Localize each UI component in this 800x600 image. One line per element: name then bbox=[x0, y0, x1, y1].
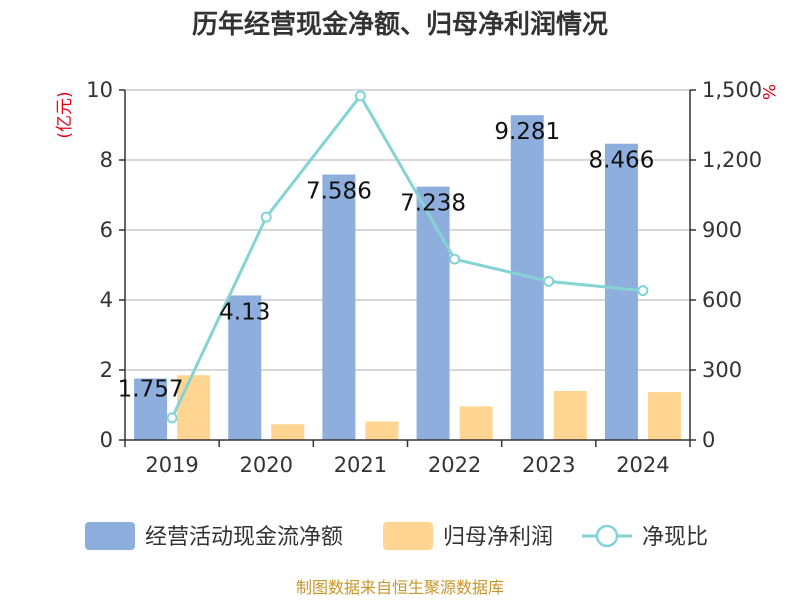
left-axis-tick-label: 8 bbox=[100, 148, 113, 172]
right-axis-tick-label: 900 bbox=[702, 218, 742, 242]
left-axis-tick-label: 0 bbox=[100, 428, 113, 452]
legend-label-ratio: 净现比 bbox=[642, 525, 708, 550]
point-ratio bbox=[543, 275, 555, 287]
legend-swatch-ratio-marker bbox=[595, 524, 619, 548]
legend: 经营活动现金流净额 归母净利润 净现比 bbox=[85, 522, 708, 550]
x-axis-tick-label: 2024 bbox=[616, 453, 669, 477]
chart-title: 历年经营现金净额、归母净利润情况 bbox=[192, 9, 608, 40]
line-ratio bbox=[170, 93, 644, 419]
x-axis-tick-label: 2023 bbox=[522, 453, 575, 477]
bar-net-profit bbox=[271, 424, 305, 440]
left-axis-tick-label: 6 bbox=[100, 218, 113, 242]
gridlines bbox=[125, 89, 690, 371]
right-axis-tick-label: 300 bbox=[702, 358, 742, 382]
right-axis-unit: % bbox=[758, 84, 778, 100]
left-axis-tick-label: 10 bbox=[86, 78, 113, 102]
bar-net-profit bbox=[177, 375, 211, 440]
left-axis-tick-label: 2 bbox=[100, 358, 113, 382]
bar-net-profit bbox=[459, 406, 493, 440]
left-axis-tick-label: 4 bbox=[100, 288, 113, 312]
legend-label-cash-flow: 经营活动现金流净额 bbox=[145, 525, 343, 550]
right-axis-tick-label: 1,200 bbox=[702, 148, 762, 172]
data-label-cash-flow: 1.757 bbox=[118, 377, 184, 403]
data-labels: 1.757 4.13 7.586 7.238 9.281 8.466 bbox=[118, 119, 655, 402]
bar-cash-flow bbox=[228, 295, 262, 440]
point-ratio bbox=[354, 90, 366, 102]
point-ratio bbox=[166, 412, 178, 424]
legend-swatch-net-profit bbox=[383, 522, 433, 550]
bar-cash-flow bbox=[322, 174, 356, 441]
data-label-cash-flow: 7.238 bbox=[400, 191, 466, 217]
source-note: 制图数据来自恒生聚源数据库 bbox=[296, 578, 504, 597]
x-axis-tick-label: 2022 bbox=[428, 453, 481, 477]
data-label-cash-flow: 7.586 bbox=[306, 178, 372, 204]
bar-cash-flow bbox=[416, 186, 450, 440]
line-series bbox=[166, 90, 649, 424]
data-label-cash-flow: 4.13 bbox=[219, 299, 270, 325]
x-axis-tick-label: 2020 bbox=[240, 453, 293, 477]
right-axis-tick-label: 0 bbox=[702, 428, 715, 452]
point-ratio bbox=[449, 253, 461, 265]
right-axis-tick-label: 600 bbox=[702, 288, 742, 312]
bar-net-profit bbox=[365, 421, 399, 440]
bar-net-profit bbox=[553, 391, 587, 440]
point-ratio bbox=[260, 211, 272, 223]
legend-swatch-cash-flow bbox=[85, 522, 135, 550]
data-label-cash-flow: 8.466 bbox=[588, 148, 654, 174]
right-axis-tick-label: 1,500 bbox=[702, 78, 762, 102]
left-axis-unit: (亿元) bbox=[55, 91, 75, 138]
axes: 0 2 4 6 8 10 0 300 600 900 1,200 1,500 2019 2020 2021 2… bbox=[86, 78, 762, 477]
legend-label-net-profit: 归母净利润 bbox=[443, 525, 553, 550]
x-axis-tick-label: 2019 bbox=[145, 453, 198, 477]
bar-cash-flow bbox=[134, 378, 168, 440]
bar-net-profit bbox=[647, 392, 681, 440]
bar-cash-flow bbox=[604, 143, 638, 440]
x-axis-tick-label: 2021 bbox=[334, 453, 387, 477]
data-label-cash-flow: 9.281 bbox=[494, 119, 560, 145]
point-ratio bbox=[637, 285, 649, 297]
